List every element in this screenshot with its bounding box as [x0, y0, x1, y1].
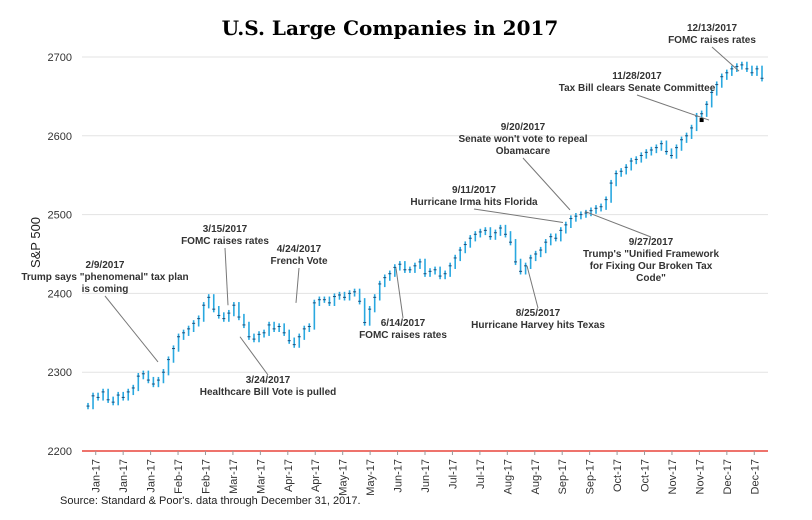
annotation-text: 11/28/2017 [612, 71, 662, 82]
annotation-leader [522, 157, 571, 211]
x-tick-label: Nov-17 [694, 459, 706, 494]
x-tick-label: Feb-17 [173, 459, 185, 494]
annotation-leader [224, 247, 229, 306]
x-tick-label: Aug-17 [502, 459, 514, 494]
x-tick-label: Jan-17 [146, 459, 158, 493]
annotation-text: is coming [82, 284, 129, 295]
annotation-text: Trump's "Unified Framework [583, 249, 719, 260]
annotation-leader [584, 210, 652, 238]
x-tick-label: Feb-17 [200, 459, 212, 494]
annotation-leader [526, 265, 539, 309]
x-tick-label: Mar-17 [255, 459, 267, 494]
x-tick-label: May-17 [338, 459, 350, 496]
y-tick-label: 2700 [48, 52, 72, 64]
y-tick-label: 2600 [48, 131, 72, 143]
x-tick-label: Jul-17 [475, 459, 487, 489]
x-tick-label: Apr-17 [283, 459, 295, 492]
annotation-leader [104, 295, 159, 363]
annotation-text: 12/13/2017 [687, 23, 737, 34]
annotation-leader [239, 336, 269, 376]
annotation-text: FOMC raises rates [668, 35, 756, 46]
x-tick-label: Aug-17 [530, 459, 542, 494]
annotation-text: Code" [636, 273, 666, 284]
annotation-text: Hurricane Irma hits Florida [410, 197, 538, 208]
annotation-text: French Vote [270, 256, 327, 267]
annotation-text: 6/14/2017 [381, 318, 426, 329]
annotation-text: Trump says "phenomenal" tax plan [21, 272, 188, 283]
x-tick-label: Apr-17 [310, 459, 322, 492]
x-tick-label: Jul-17 [447, 459, 459, 489]
annotation-text: 2/9/2017 [86, 260, 125, 271]
annotation-text: 3/24/2017 [246, 375, 291, 386]
annotation-text: 4/24/2017 [277, 244, 322, 255]
annotation-text: Hurricane Harvey hits Texas [471, 320, 605, 331]
x-tick-label: Jan-17 [118, 459, 130, 493]
annotation-text: 9/20/2017 [501, 122, 546, 133]
annotation-text: FOMC raises rates [181, 236, 269, 247]
x-tick-label: Oct-17 [640, 459, 652, 492]
x-tick-label: Dec-17 [722, 459, 734, 494]
annotation-leader [711, 46, 740, 72]
x-tick-label: May-17 [365, 459, 377, 496]
annotation-leader [395, 268, 404, 319]
annotation-text: for Fixing Our Broken Tax [590, 261, 713, 272]
x-tick-label: Jan-17 [91, 459, 103, 493]
annotation-text: Tax Bill clears Senate Committee [559, 83, 716, 94]
annotation-text: 3/15/2017 [203, 224, 248, 235]
annotation-leader [473, 208, 564, 223]
annotation-leader [636, 94, 710, 121]
chart-title: U.S. Large Companies in 2017 [221, 16, 559, 40]
y-tick-label: 2400 [48, 288, 72, 300]
x-tick-label: Dec-17 [749, 459, 761, 494]
annotation-text: 9/27/2017 [629, 237, 674, 248]
annotation-text: Obamacare [496, 146, 551, 157]
annotation-text: Healthcare Bill Vote is pulled [200, 387, 337, 398]
x-tick-label: Sep-17 [557, 459, 569, 494]
x-tick-label: Oct-17 [612, 459, 624, 492]
event-marker [699, 118, 704, 123]
annotation-text: 8/25/2017 [516, 308, 561, 319]
y-tick-label: 2300 [48, 367, 72, 379]
x-tick-label: Sep-17 [585, 459, 597, 494]
x-tick-label: Nov-17 [667, 459, 679, 494]
x-tick-label: Jun-17 [420, 459, 432, 493]
x-tick-label: Jun-17 [393, 459, 405, 493]
y-tick-label: 2200 [48, 446, 72, 458]
source-note: Source: Standard & Poor's. data through … [60, 495, 361, 507]
annotation-text: 9/11/2017 [452, 185, 496, 196]
y-tick-label: 2500 [48, 210, 72, 222]
annotation-text: Senate won't vote to repeal [458, 134, 587, 145]
annotation-text: FOMC raises rates [359, 330, 447, 341]
x-tick-label: Mar-17 [228, 459, 240, 494]
annotation-leader [295, 267, 300, 303]
